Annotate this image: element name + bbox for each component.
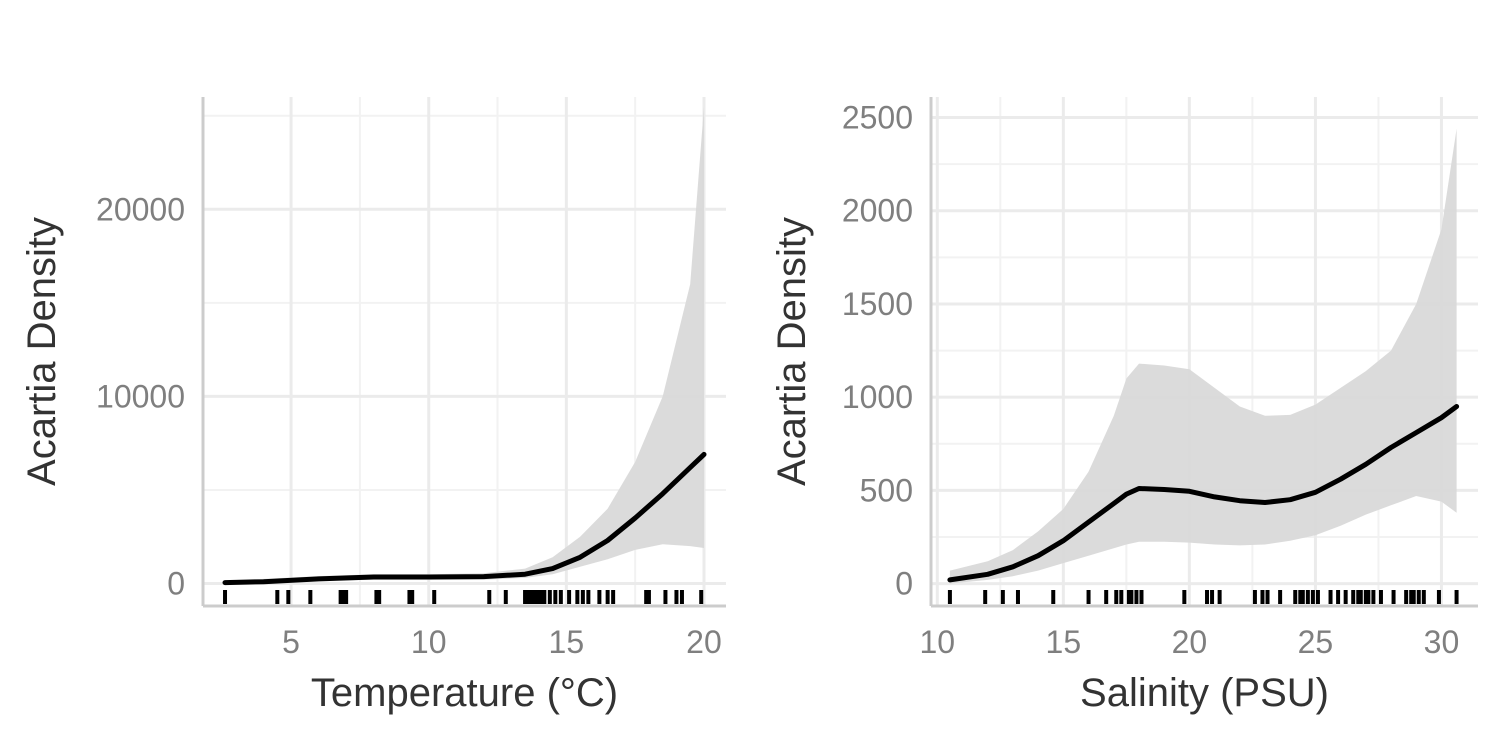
- temp-x-axis-title: Temperature (°C): [311, 671, 618, 715]
- temp-y-axis-title: Acartia Density: [20, 217, 64, 486]
- sal-x-tick-label: 30: [1424, 624, 1460, 660]
- sal-y-axis-title: Acartia Density: [770, 217, 814, 486]
- sal-y-tick-label: 2000: [842, 193, 913, 229]
- temp-x-tick-label: 20: [686, 624, 722, 660]
- sal-x-axis-title: Salinity (PSU): [1080, 671, 1329, 715]
- sal-x-tick-label: 10: [920, 624, 956, 660]
- sal-y-tick-label: 1000: [842, 379, 913, 415]
- temp-x-tick-label: 5: [282, 624, 300, 660]
- sal-confidence-band: [949, 128, 1457, 584]
- temp-y-tick-label: 20000: [96, 191, 185, 227]
- sal-y-tick-label: 1500: [842, 286, 913, 322]
- sal-x-tick-label: 25: [1298, 624, 1334, 660]
- temp-x-tick-label: 10: [411, 624, 447, 660]
- sal-y-tick-label: 500: [860, 472, 913, 508]
- sal-x-tick-label: 20: [1172, 624, 1208, 660]
- temp-y-tick-label: 0: [167, 566, 185, 602]
- sal-y-tick-label: 0: [895, 566, 913, 602]
- temp-x-tick-label: 15: [549, 624, 585, 660]
- sal-fitted-line: [947, 404, 1460, 583]
- sal-x-tick-label: 15: [1046, 624, 1082, 660]
- temp-confidence-band: [225, 106, 704, 584]
- temp-fitted-line: [222, 451, 707, 586]
- temp-y-tick-label: 10000: [96, 378, 185, 414]
- sal-y-tick-label: 2500: [842, 100, 913, 136]
- salinity-panel: 10 15 20 25 30 0 500 1000 1500 2000 2500 Salinity (…: [770, 97, 1478, 715]
- temperature-panel: 5 10 15 20 0 10000 20000 Temperature (°C) Acarti…: [20, 97, 726, 715]
